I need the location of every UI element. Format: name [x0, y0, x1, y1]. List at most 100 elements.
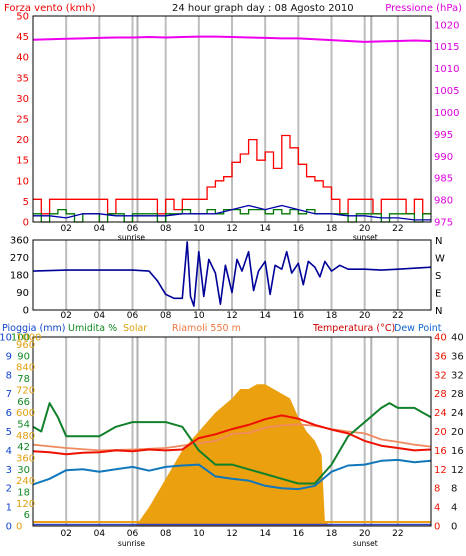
- x-tick-label: 10: [193, 311, 205, 321]
- dew-point-tick-label: 16: [451, 446, 464, 457]
- dew-point-tick-label: 24: [451, 408, 464, 419]
- wind-tick-label: 45: [16, 32, 29, 43]
- x-tick-label: 14: [259, 529, 271, 539]
- humidity-tick-label: 30: [17, 465, 30, 476]
- x-tick-label: 04: [94, 311, 106, 321]
- compass-letter: S: [435, 271, 441, 282]
- plot-frame-2: [32, 239, 432, 311]
- gust-line: [33, 134, 431, 215]
- x-tick-label: 12: [226, 224, 237, 234]
- rain-axis-label: Pioggia (mm): [2, 323, 65, 334]
- humidity-tick-label: 6: [24, 510, 30, 521]
- x-tick-label: 02: [60, 529, 71, 539]
- pressure-tick-label: 995: [434, 130, 453, 141]
- riamoli-line: [32, 423, 432, 452]
- x-tick-label: 20: [359, 529, 371, 539]
- compass-letter: E: [435, 289, 441, 300]
- humidity-axis-label: Umidita %: [68, 323, 117, 334]
- dew-point-axis-label: Dew Point: [394, 323, 442, 334]
- avg-wind-line: [33, 204, 431, 221]
- direction-tick-label: 360: [10, 236, 29, 247]
- rain-tick-label: 8: [6, 370, 12, 381]
- humidity-line: [32, 402, 432, 485]
- solar-tick-label: 360: [16, 453, 35, 464]
- temperature-tick-label: 16: [434, 446, 447, 457]
- x-tick-label: 12: [226, 529, 237, 539]
- wind-tick-label: 40: [16, 53, 29, 64]
- x-tick-label: 04: [94, 224, 106, 234]
- x-tick-label: 08: [160, 311, 172, 321]
- compass-letter: N: [435, 306, 442, 317]
- rain-tick-label: 10: [0, 333, 12, 344]
- humidity-tick-label: 54: [17, 419, 30, 430]
- solar-area: [135, 384, 332, 526]
- x-tick-label: 08: [160, 529, 172, 539]
- wind-direction-line: [32, 241, 432, 307]
- rain-tick-label: 1: [6, 503, 12, 514]
- x-tick-label: 14: [259, 311, 271, 321]
- wind-tick-label: 10: [16, 176, 29, 187]
- x-tick-label: 22: [392, 311, 403, 321]
- dew-point-tick-label: 12: [451, 465, 464, 476]
- x-tick-label: 22: [392, 529, 403, 539]
- pressure-tick-label: 975: [434, 218, 453, 229]
- plot-layer: 0510152025303540455097598098599099510001…: [0, 12, 464, 549]
- sunset-label: sunset: [353, 233, 378, 242]
- solar-tick-label: 1000: [16, 333, 41, 344]
- x-tick-label: 08: [160, 224, 172, 234]
- humidity-tick-label: 18: [17, 487, 30, 498]
- solar-tick-label: 120: [16, 499, 35, 510]
- dew-point-tick-label: 36: [451, 351, 464, 362]
- temperature-tick-label: 0: [434, 522, 440, 533]
- wind-tick-label: 15: [16, 156, 29, 167]
- temperature-tick-label: 32: [434, 370, 447, 381]
- x-tick-label: 06: [127, 224, 139, 234]
- rain-tick-label: 9: [6, 351, 12, 362]
- wind-tick-label: 20: [16, 135, 29, 146]
- riamoli-label: Riamoli 550 m: [172, 323, 241, 334]
- temperature-tick-label: 40: [434, 333, 447, 344]
- wind-tick-label: 25: [16, 115, 29, 126]
- rain-tick-label: 2: [6, 484, 12, 495]
- x-tick-label: 06: [127, 529, 139, 539]
- dew-point-line: [32, 458, 432, 491]
- direction-tick-label: 180: [10, 271, 29, 282]
- sunset-label: sunset: [353, 539, 378, 548]
- humidity-tick-label: 90: [17, 351, 30, 362]
- compass-letter: N: [435, 236, 442, 247]
- rain-tick-label: 7: [6, 389, 12, 400]
- temperature-tick-label: 36: [434, 351, 447, 362]
- wind-tick-label: 0: [23, 218, 29, 229]
- x-tick-label: 12: [226, 311, 237, 321]
- rain-tick-label: 6: [6, 408, 12, 419]
- solar-tick-label: 600: [16, 408, 35, 419]
- pressure-tick-label: 1000: [434, 108, 459, 119]
- plot-frame-3: [32, 336, 432, 527]
- temperature-tick-label: 12: [434, 465, 447, 476]
- pressure-tick-label: 985: [434, 174, 453, 185]
- dew-point-tick-label: 32: [451, 370, 464, 381]
- direction-tick-label: 270: [10, 253, 29, 264]
- pressure-tick-label: 1005: [434, 86, 459, 97]
- chart-title: 24 hour graph day : 08 Agosto 2010: [172, 3, 354, 14]
- x-tick-label: 06: [127, 311, 139, 321]
- solar-tick-label: 960: [16, 340, 35, 351]
- pressure-tick-label: 1020: [434, 20, 459, 31]
- x-tick-label: 18: [326, 311, 338, 321]
- humidity-tick-label: 100: [11, 333, 30, 344]
- compass-letter: W: [435, 254, 445, 265]
- humidity-tick-label: 42: [17, 442, 30, 453]
- solar-tick-label: 0: [16, 522, 22, 533]
- solar-tick-label: 240: [16, 476, 35, 487]
- solar-tick-label: 840: [16, 363, 35, 374]
- plot-frame-1: [32, 15, 432, 223]
- direction-tick-label: 90: [16, 288, 29, 299]
- solar-axis-label: Solar: [123, 323, 147, 334]
- pressure-line: [32, 35, 432, 43]
- x-tick-label: 20: [359, 311, 371, 321]
- humidity-tick-label: 66: [17, 397, 30, 408]
- wind-tick-label: 5: [23, 197, 29, 208]
- solar-tick-label: 480: [16, 431, 35, 442]
- direction-tick-label: 0: [23, 306, 29, 317]
